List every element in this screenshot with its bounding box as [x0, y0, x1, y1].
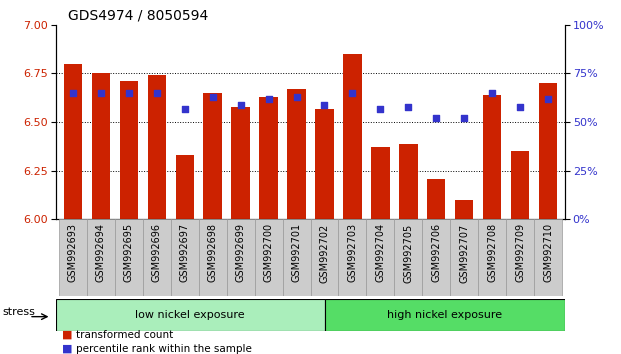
Text: ■: ■ [62, 344, 73, 354]
Point [179, 105, 189, 111]
Bar [87, 219, 115, 296]
Text: GSM992693: GSM992693 [68, 223, 78, 282]
Text: GSM992706: GSM992706 [432, 223, 442, 282]
Bar [310, 219, 338, 296]
Text: GSM992704: GSM992704 [376, 223, 386, 282]
Bar [427, 179, 445, 219]
Bar [227, 219, 255, 296]
Bar [539, 83, 558, 219]
Point [96, 90, 106, 96]
Bar [56, 299, 325, 331]
Text: GSM992698: GSM992698 [207, 223, 217, 282]
Text: high nickel exposure: high nickel exposure [388, 310, 502, 320]
Bar [338, 219, 366, 296]
Text: GSM992705: GSM992705 [404, 223, 414, 282]
Bar [325, 299, 565, 331]
Text: GSM992701: GSM992701 [291, 223, 302, 282]
Bar [176, 155, 194, 219]
Text: low nickel exposure: low nickel exposure [135, 310, 245, 320]
Bar [232, 107, 250, 219]
Point [207, 94, 217, 99]
Point [348, 90, 358, 96]
Text: GSM992695: GSM992695 [124, 223, 134, 282]
Bar [394, 219, 422, 296]
Point [460, 115, 469, 121]
Text: stress: stress [3, 307, 35, 317]
Bar [371, 147, 389, 219]
Bar [260, 97, 278, 219]
Text: GSM992697: GSM992697 [179, 223, 189, 282]
Bar [343, 54, 361, 219]
Bar [283, 219, 310, 296]
Point [376, 105, 386, 111]
Point [543, 96, 553, 102]
Bar [506, 219, 534, 296]
Bar [534, 219, 562, 296]
Point [124, 90, 134, 96]
Text: GDS4974 / 8050594: GDS4974 / 8050594 [68, 9, 209, 23]
Text: GSM992707: GSM992707 [460, 223, 469, 282]
Text: GSM992703: GSM992703 [348, 223, 358, 282]
Text: transformed count: transformed count [76, 330, 173, 339]
Bar [63, 64, 82, 219]
Bar [59, 219, 87, 296]
Text: GSM992699: GSM992699 [235, 223, 245, 282]
Text: GSM992702: GSM992702 [319, 223, 330, 282]
Point [320, 102, 330, 107]
Point [291, 94, 301, 99]
Point [432, 115, 442, 121]
Point [263, 96, 273, 102]
Bar [288, 89, 306, 219]
Bar [422, 219, 450, 296]
Bar [483, 95, 502, 219]
Text: GSM992709: GSM992709 [515, 223, 525, 282]
Bar [255, 219, 283, 296]
Bar [399, 144, 417, 219]
Bar [91, 74, 110, 219]
Text: ■: ■ [62, 330, 73, 339]
Bar [199, 219, 227, 296]
Bar [366, 219, 394, 296]
Text: GSM992700: GSM992700 [263, 223, 273, 282]
Point [487, 90, 497, 96]
Bar [450, 219, 478, 296]
Bar [115, 219, 143, 296]
Bar [171, 219, 199, 296]
Bar [511, 152, 530, 219]
Point [515, 104, 525, 109]
Point [68, 90, 78, 96]
Text: GSM992694: GSM992694 [96, 223, 106, 282]
Text: GSM992696: GSM992696 [152, 223, 161, 282]
Bar [148, 75, 166, 219]
Text: percentile rank within the sample: percentile rank within the sample [76, 344, 252, 354]
Text: GSM992708: GSM992708 [487, 223, 497, 282]
Point [235, 102, 245, 107]
Bar [119, 81, 138, 219]
Point [152, 90, 161, 96]
Bar [143, 219, 171, 296]
Bar [204, 93, 222, 219]
Text: GSM992710: GSM992710 [543, 223, 553, 282]
Bar [455, 200, 473, 219]
Point [404, 104, 414, 109]
Bar [315, 108, 333, 219]
Bar [478, 219, 506, 296]
